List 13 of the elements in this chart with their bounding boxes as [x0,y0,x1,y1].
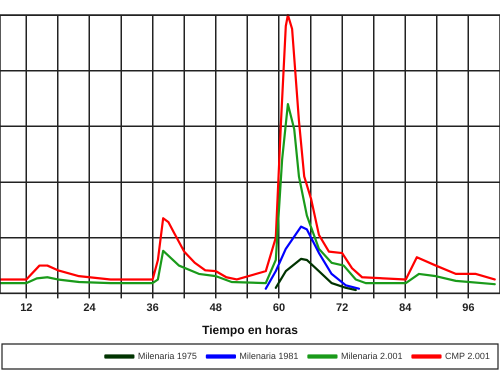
x-tick-label: 84 [399,302,412,314]
legend-label: Milenaria 1975 [138,350,197,361]
x-tick-label: 36 [146,302,159,314]
x-tick-label: 48 [210,302,222,314]
legend-label: Milenaria 2.001 [340,350,402,361]
x-tick-label: 60 [272,302,286,314]
x-axis-title: Tiempo en horas [202,323,298,338]
x-tick-label: 12 [20,302,32,314]
x-tick-label: 24 [83,302,96,314]
x-tick-label: 72 [336,302,348,314]
legend-label: CMP 2.001 [444,350,490,361]
x-tick-label: 96 [462,302,475,314]
legend-label: Milenaria 1981 [239,350,298,361]
